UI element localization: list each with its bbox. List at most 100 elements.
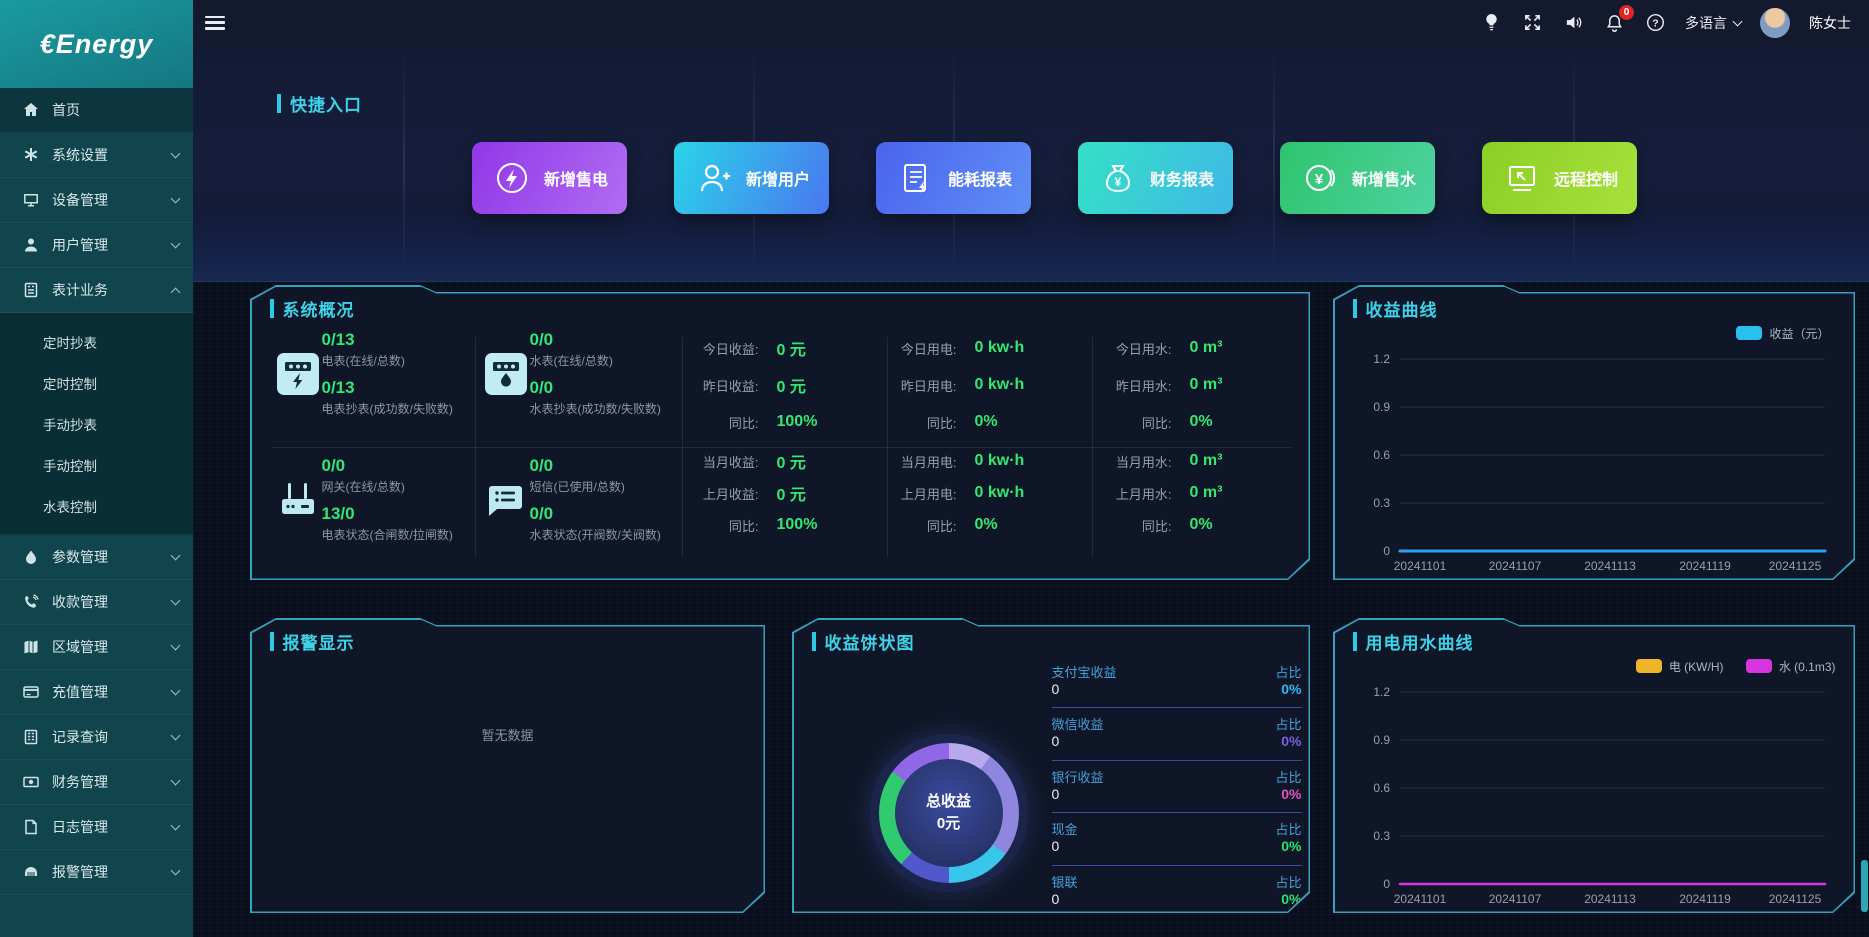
sidebar-item-parameter-management[interactable]: 参数管理 <box>0 535 193 580</box>
quick-button-label: 财务报表 <box>1150 172 1215 189</box>
sidebar-item-system-settings[interactable]: 系统设置 <box>0 133 193 178</box>
usage-curve-panel: 用电用水曲线 电 (KW/H) 水 (0.1m3) 1.2 0.9 <box>1333 618 1855 913</box>
lightbulb-icon[interactable] <box>1480 12 1502 34</box>
sidebar-item-alarm-management[interactable]: 报警管理 <box>0 850 193 895</box>
electric-meter-stats: 0/13 电表(在线/总数) 0/13 电表抄表(成功数/失败数) <box>322 331 522 427</box>
language-selector[interactable]: 多语言 <box>1685 13 1743 33</box>
user-avatar[interactable] <box>1760 7 1790 38</box>
sidebar-subitem-scheduled-control[interactable]: 定时控制 <box>0 362 193 403</box>
file-icon <box>22 819 39 836</box>
home-icon <box>22 102 39 119</box>
quick-button-label: 新增用户 <box>746 172 811 189</box>
stat-value: 0/0 <box>529 503 554 523</box>
chevron-down-icon <box>170 775 181 786</box>
total-revenue-label: 总收益 <box>925 792 971 810</box>
sms-stats: 0/0 短信(已使用/总数) 0/0 水表状态(开阀数/关阀数) <box>530 457 730 553</box>
revenue-pie-panel: 收益饼状图 总收益 0元 支付宝收益 占比 0 0% 微信收益 占比 0 0% <box>792 618 1310 913</box>
stat-value: 0% <box>1189 516 1213 533</box>
speaker-icon[interactable] <box>1562 12 1584 34</box>
legend-revenue[interactable]: 收益（元） <box>1736 325 1829 342</box>
records-icon <box>22 729 39 746</box>
pie-item-value: 0 <box>1051 733 1060 749</box>
ratio-label: 占比 <box>1275 664 1302 680</box>
chevron-up-icon <box>170 287 181 297</box>
panel-title-overview: 系统概况 <box>270 296 355 321</box>
pie-legend-row-cash[interactable]: 现金 占比 0 0% <box>1052 813 1302 866</box>
sidebar-item-payment-management[interactable]: 收款管理 <box>0 580 193 625</box>
help-icon[interactable]: ? <box>1644 12 1666 34</box>
sidebar-item-finance-management[interactable]: 财务管理 <box>0 760 193 805</box>
sidebar-item-area-management[interactable]: 区域管理 <box>0 625 193 670</box>
banknote-icon <box>22 774 39 791</box>
sidebar-item-label: 记录查询 <box>52 729 108 745</box>
stat-value: 0 元 <box>776 342 806 359</box>
pie-item-label: 银联 <box>1051 874 1078 890</box>
new-water-sale-button[interactable]: ¥ 新增售水 <box>1280 142 1435 214</box>
chevron-down-icon <box>170 865 181 876</box>
empty-state-text: 暂无数据 <box>481 727 534 743</box>
quick-button-label: 能耗报表 <box>948 172 1013 189</box>
revenue-donut-chart[interactable]: 总收益 0元 <box>879 743 1019 883</box>
legend-swatch <box>1636 659 1662 673</box>
sidebar-item-device-management[interactable]: 设备管理 <box>0 178 193 223</box>
sidebar-item-user-management[interactable]: 用户管理 <box>0 223 193 268</box>
stat-label: 电表(在线/总数) <box>321 353 405 368</box>
stat-label: 昨日用水: <box>1115 378 1172 394</box>
chevron-down-icon <box>170 730 181 741</box>
sidebar-item-meter-business[interactable]: 表计业务 <box>0 268 193 313</box>
legend-water[interactable]: 水 (0.1m3) <box>1746 658 1836 675</box>
ratio-label: 占比 <box>1275 822 1302 837</box>
ratio-label: 占比 <box>1275 769 1302 785</box>
language-label: 多语言 <box>1685 14 1727 31</box>
new-user-button[interactable]: 新增用户 <box>674 142 829 214</box>
stat-value: 0 m³ <box>1189 484 1223 501</box>
sidebar-subitem-manual-reading[interactable]: 手动抄表 <box>0 403 193 444</box>
panel-title-revenue-pie: 收益饼状图 <box>812 629 915 654</box>
username[interactable]: 陈女士 <box>1809 14 1851 31</box>
stat-value: 13/0 <box>321 503 355 523</box>
stat-value: 100% <box>776 516 818 533</box>
pie-legend-row-alipay[interactable]: 支付宝收益 占比 0 0% <box>1052 656 1302 709</box>
finance-report-button[interactable]: ¥ 财务报表 <box>1078 142 1233 214</box>
sidebar-item-log-management[interactable]: 日志管理 <box>0 805 193 850</box>
new-electricity-sale-button[interactable]: 新增售电 <box>472 142 627 214</box>
scrollbar-thumb[interactable] <box>1861 860 1868 912</box>
notification-bell-icon[interactable]: 0 <box>1603 4 1634 34</box>
legend-electricity[interactable]: 电 (KW/H) <box>1636 658 1724 675</box>
sidebar-item-label: 日志管理 <box>52 819 108 835</box>
light-streak <box>1273 45 1275 281</box>
sidebar-item-label: 区域管理 <box>52 639 108 655</box>
quick-entry-banner: 快捷入口 新增售电 新增用户 能耗报表 ¥ 财务报表 ¥ 新增售水 <box>193 45 1869 282</box>
menu-toggle-icon[interactable] <box>205 15 225 30</box>
chevron-down-icon <box>170 640 181 651</box>
remote-control-button[interactable]: 远程控制 <box>1482 142 1637 214</box>
sidebar-item-label: 充值管理 <box>52 684 108 700</box>
sidebar-item-label: 报警管理 <box>52 864 108 880</box>
panel-title-text: 收益曲线 <box>1365 300 1438 320</box>
quick-button-label: 新增售电 <box>544 172 609 189</box>
sidebar-item-label: 首页 <box>52 102 80 118</box>
pie-legend: 支付宝收益 占比 0 0% 微信收益 占比 0 0% 银行收益 占比 0 0% 现金 占比 0… <box>1052 656 1302 919</box>
sidebar-item-home[interactable]: 首页 <box>0 88 193 133</box>
sidebar-subitem-scheduled-reading[interactable]: 定时抄表 <box>0 321 193 362</box>
pie-legend-row-bank[interactable]: 银行收益 占比 0 0% <box>1052 761 1302 814</box>
stat-value: 0% <box>974 516 998 533</box>
app-logo[interactable]: €Energy <box>0 0 193 88</box>
energy-report-button[interactable]: 能耗报表 <box>876 142 1031 214</box>
topbar-actions: 0 ? 多语言 陈女士 <box>1480 4 1851 38</box>
stat-label: 上月用水: <box>1115 486 1172 502</box>
pie-item-value: 0 <box>1051 680 1060 697</box>
sidebar-subitem-manual-control[interactable]: 手动控制 <box>0 444 193 485</box>
stat-value: 100% <box>776 413 818 430</box>
notification-badge: 0 <box>1619 4 1634 20</box>
fullscreen-icon[interactable] <box>1521 12 1543 34</box>
sidebar-item-record-query[interactable]: 记录查询 <box>0 715 193 760</box>
sidebar-item-recharge-management[interactable]: 充值管理 <box>0 670 193 715</box>
svg-text:0.9: 0.9 <box>1373 733 1390 747</box>
sidebar-subitem-water-meter-control[interactable]: 水表控制 <box>0 485 193 526</box>
pie-legend-row-wechat[interactable]: 微信收益 占比 0 0% <box>1052 708 1302 761</box>
stat-value: 0/0 <box>529 329 554 349</box>
panel-title-alarm: 报警显示 <box>270 629 355 654</box>
map-icon <box>22 639 39 656</box>
pie-legend-row-unionpay[interactable]: 银联 占比 0 0% <box>1052 866 1302 919</box>
